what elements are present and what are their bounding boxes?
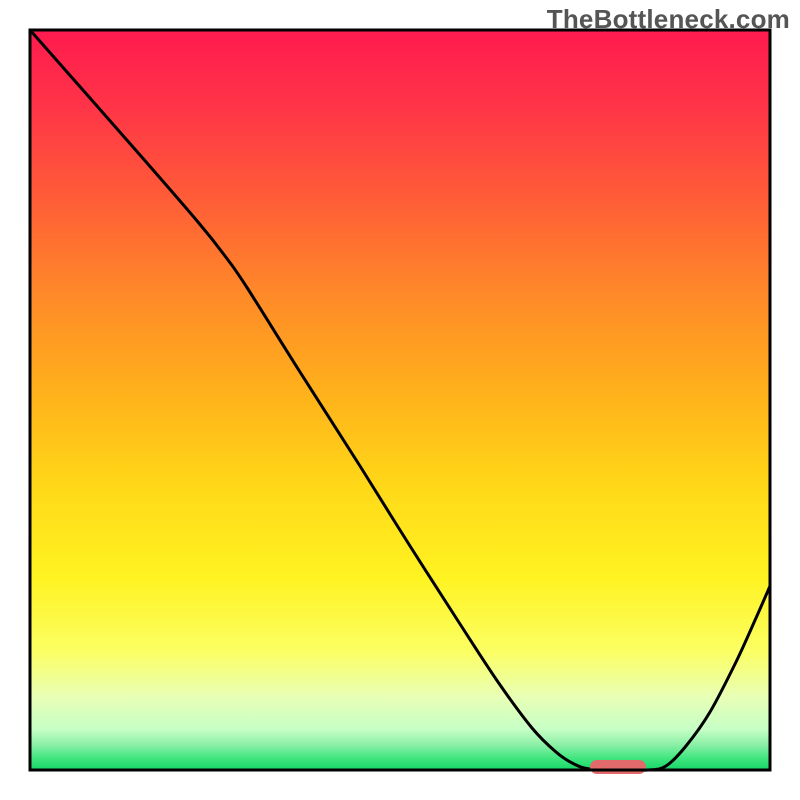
optimal-marker bbox=[590, 760, 646, 774]
plot-background bbox=[30, 30, 770, 770]
watermark-label: TheBottleneck.com bbox=[547, 4, 790, 35]
chart-container: TheBottleneck.com bbox=[0, 0, 800, 800]
bottleneck-chart bbox=[0, 0, 800, 800]
